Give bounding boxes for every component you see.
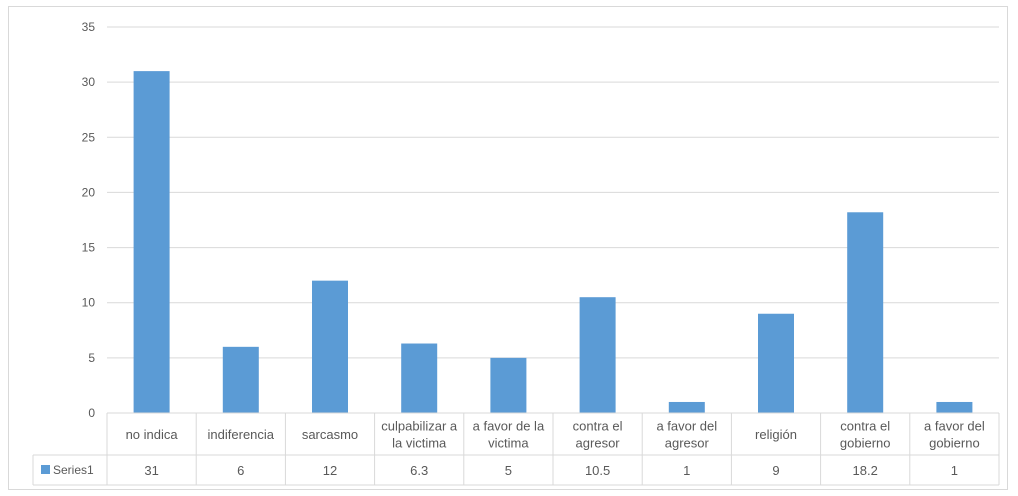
legend-series-name: Series1 [53, 463, 94, 477]
y-tick-label: 0 [88, 406, 95, 420]
data-table-value: 18.2 [853, 463, 878, 478]
category-label: culpabilizar a [381, 419, 458, 434]
category-label: indiferencia [208, 427, 275, 442]
y-tick-label: 10 [82, 296, 96, 310]
category-label: gobierno [929, 436, 980, 451]
category-label: agresor [665, 436, 710, 451]
data-table-value: 6 [237, 463, 244, 478]
data-table-value: 10.5 [585, 463, 610, 478]
data-table-value: 31 [144, 463, 158, 478]
bar [222, 346, 259, 413]
bar [668, 401, 705, 413]
y-tick-label: 25 [82, 130, 96, 144]
bar [936, 401, 973, 413]
category-label: no indica [126, 427, 179, 442]
category-label: gobierno [840, 436, 891, 451]
data-table: no indica indiferencia sarcasmo culpabiliza… [32, 412, 1000, 486]
bar [401, 343, 438, 413]
data-table-value: 12 [323, 463, 337, 478]
bar [579, 297, 616, 413]
category-label: la victima [392, 436, 447, 451]
y-tick-label: 20 [82, 185, 96, 199]
legend-swatch [41, 465, 50, 474]
data-table-value: 5 [505, 463, 512, 478]
category-label: a favor del [924, 419, 985, 434]
bar [490, 357, 527, 413]
category-label: contra el [573, 419, 623, 434]
data-table-value: 1 [683, 463, 690, 478]
y-tick-label: 15 [82, 241, 96, 255]
data-table-value: 9 [772, 463, 779, 478]
y-axis-ticks: 0 5 10 15 20 25 30 35 [82, 20, 96, 420]
category-label: religión [755, 427, 797, 442]
bar [312, 280, 348, 413]
gridlines [107, 26, 999, 359]
category-label: victima [488, 436, 529, 451]
y-tick-label: 5 [88, 351, 95, 365]
category-label: a favor de la [473, 419, 545, 434]
category-label: agresor [576, 436, 621, 451]
y-tick-label: 35 [82, 20, 96, 34]
category-label: sarcasmo [302, 427, 358, 442]
bar [758, 313, 794, 413]
bars [133, 71, 973, 413]
bar [847, 212, 884, 413]
chart-container: 0 5 10 15 20 25 30 35 no indica indiferencia sarc… [8, 6, 1008, 490]
category-label: contra el [840, 419, 890, 434]
data-table-value: 6.3 [410, 463, 428, 478]
category-label: a favor del [656, 419, 717, 434]
data-table-value: 1 [951, 463, 958, 478]
bar [133, 71, 170, 413]
y-tick-label: 30 [82, 75, 96, 89]
